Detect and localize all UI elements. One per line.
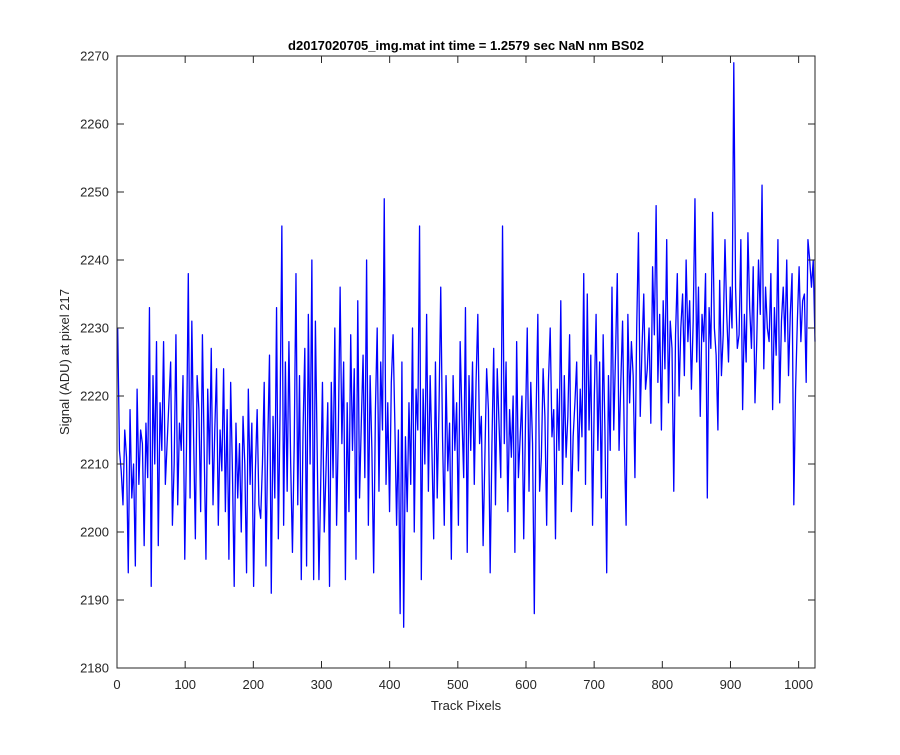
- series-line-1: [117, 62, 816, 628]
- tick-labels: 0 100 200 300 400 500 600 700 800 900 1000 2180 2190…: [80, 49, 813, 693]
- x-tick-label: 800: [651, 677, 673, 692]
- y-tick-label: 2270: [80, 49, 109, 64]
- x-axis-label: Track Pixels: [431, 698, 502, 713]
- y-tick-label: 2180: [80, 661, 109, 676]
- y-axis-label: Signal (ADU) at pixel 217: [57, 289, 72, 435]
- plot-frame: [116, 55, 816, 669]
- x-tick-label: 600: [515, 677, 537, 692]
- y-tick-label: 2240: [80, 253, 109, 268]
- x-tick-label: 400: [379, 677, 401, 692]
- y-tick-label: 2200: [80, 525, 109, 540]
- y-tick-label: 2190: [80, 593, 109, 608]
- y-tick-label: 2250: [80, 185, 109, 200]
- y-tick-label: 2230: [80, 321, 109, 336]
- y-tick-label: 2220: [80, 389, 109, 404]
- y-tick-label: 2210: [80, 457, 109, 472]
- x-tick-label: 1000: [784, 677, 813, 692]
- x-tick-label: 200: [242, 677, 264, 692]
- chart-title: d2017020705_img.mat int time = 1.2579 se…: [288, 38, 644, 53]
- x-tick-label: 0: [113, 677, 120, 692]
- x-tick-label: 300: [311, 677, 333, 692]
- x-tick-label: 100: [174, 677, 196, 692]
- x-tick-label: 500: [447, 677, 469, 692]
- x-tick-label: 900: [720, 677, 742, 692]
- y-tick-label: 2260: [80, 117, 109, 132]
- x-tick-label: 700: [583, 677, 605, 692]
